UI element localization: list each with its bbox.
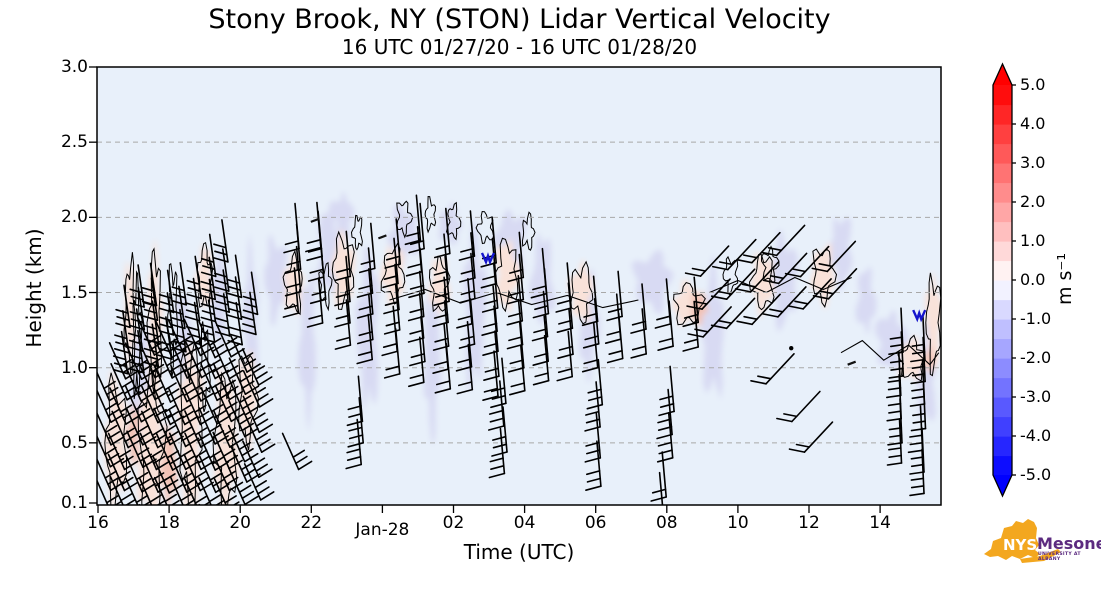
y-tick-2.5: 2.5: [60, 132, 88, 153]
x-tick-06: 06: [584, 513, 607, 533]
logo-tagline-text: UNIVERSITY AT ALBANY: [1038, 552, 1081, 562]
x-tick-14: 14: [869, 513, 891, 533]
x-tick-08: 08: [655, 513, 678, 533]
y-tick-0.5: 0.5: [60, 432, 88, 453]
plot-border: [96, 66, 942, 506]
axis-tick-marks: [89, 66, 881, 513]
colorbar-tick-2.0: 2.0: [1020, 192, 1046, 211]
colorbar-tick--3.0: -3.0: [1020, 387, 1052, 406]
x-tick-18: 18: [158, 513, 180, 533]
logo-nys-text: NYS: [1003, 536, 1038, 554]
colorbar-tick-0.0: 0.0: [1020, 270, 1046, 289]
colorbar-tick-4.0: 4.0: [1020, 114, 1046, 133]
logo-mesonet-text: Mesonet: [1037, 534, 1101, 553]
x-tick-Jan-28: Jan-28: [355, 520, 410, 540]
colorbar-tick-3.0: 3.0: [1020, 153, 1046, 172]
extreme-value-specks: [310, 217, 927, 366]
y-tick-3.0: 3.0: [60, 56, 88, 77]
x-tick-10: 10: [727, 513, 749, 533]
y-tick-1.0: 1.0: [60, 357, 88, 378]
y-tick-1.5: 1.5: [60, 282, 88, 303]
colorbar-tick-1.0: 1.0: [1020, 231, 1046, 250]
x-tick-22: 22: [300, 513, 323, 533]
colorbar-tick--1.0: -1.0: [1020, 309, 1052, 328]
colorbar-tick-5.0: 5.0: [1020, 75, 1046, 94]
x-axis-label: Time (UTC): [463, 540, 575, 564]
y-tick-0.1: 0.1: [60, 493, 88, 513]
colorbar: [992, 62, 1016, 498]
plot-area: [97, 141, 941, 505]
colorbar-tick--5.0: -5.0: [1020, 465, 1052, 484]
wind-barbs: [97, 194, 927, 505]
x-tick-02: 02: [442, 513, 465, 533]
x-tick-20: 20: [229, 513, 251, 533]
colorbar-tick--2.0: -2.0: [1020, 348, 1052, 367]
x-tick-16: 16: [87, 513, 109, 533]
chart-subtitle: 16 UTC 01/27/20 - 16 UTC 01/28/20: [341, 35, 698, 59]
x-tick-12: 12: [798, 513, 820, 533]
y-tick-2.0: 2.0: [60, 207, 88, 228]
chart-title: Stony Brook, NY (STON) Lidar Vertical Ve…: [208, 4, 831, 35]
colorbar-tick--4.0: -4.0: [1020, 426, 1052, 445]
nys-mesonet-logo: [984, 519, 1061, 563]
x-tick-04: 04: [513, 513, 536, 533]
